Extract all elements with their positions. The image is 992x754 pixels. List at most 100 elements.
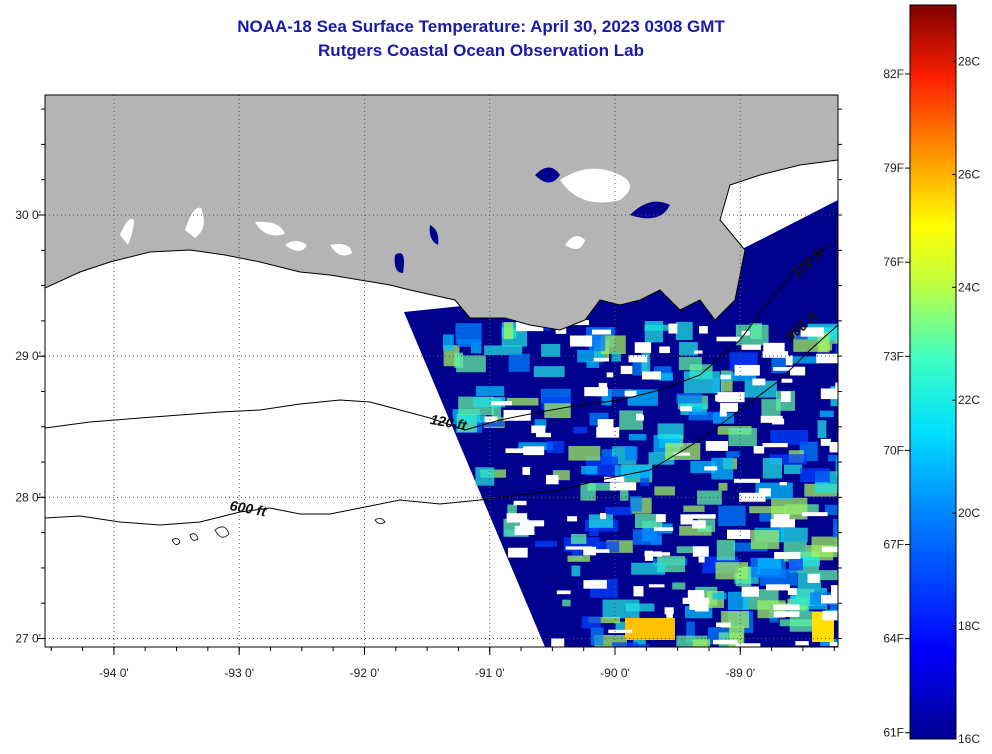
- cloud-mask: [484, 416, 498, 423]
- cloud-mask: [741, 344, 761, 350]
- sst-patch: [683, 371, 720, 394]
- sst-patch: [473, 397, 506, 408]
- cloud-mask: [593, 357, 610, 362]
- colorbar-gradient: [909, 4, 957, 740]
- cloud-mask: [644, 551, 662, 557]
- sst-patch: [601, 389, 612, 406]
- sst-patch: [788, 558, 803, 571]
- sst-patch: [455, 323, 482, 345]
- sst-patch: [533, 366, 565, 378]
- cloud-mask: [821, 546, 838, 553]
- colorbar-label-f: 67F: [883, 538, 904, 552]
- cloud-mask: [609, 482, 637, 491]
- sst-patch: [632, 529, 662, 545]
- cloud-mask: [666, 608, 673, 618]
- sst-patch: [644, 324, 670, 331]
- sst-patch: [819, 410, 834, 418]
- cloud-mask: [624, 390, 637, 397]
- sst-patch: [833, 518, 838, 538]
- sst-patch: [800, 468, 830, 483]
- cloud-mask: [522, 467, 531, 475]
- sst-patch: [546, 440, 565, 454]
- cloud-mask: [546, 474, 559, 485]
- cloud-mask: [569, 335, 593, 347]
- sst-patch: [456, 355, 486, 373]
- cloud-mask: [692, 520, 706, 529]
- sst-patch: [442, 334, 454, 351]
- cloud-mask: [633, 586, 644, 597]
- sst-patch: [491, 397, 502, 419]
- sst-patch: [552, 470, 570, 481]
- map-frame: [44, 94, 839, 648]
- cloud-mask: [655, 514, 666, 523]
- cloud-mask: [720, 402, 738, 412]
- cloud-mask: [741, 330, 750, 336]
- sst-patch: [571, 565, 581, 577]
- sst-patch: [588, 514, 613, 528]
- sst-patch: [534, 419, 547, 429]
- sst-patch: [484, 345, 523, 355]
- cloud-mask: [668, 323, 678, 334]
- contour-600ft: [45, 324, 838, 526]
- colorbar-label-f: 76F: [883, 255, 904, 269]
- cloud-mask: [795, 641, 809, 646]
- cloud-mask: [820, 438, 831, 446]
- sst-patch: [835, 458, 838, 477]
- cloud-mask: [583, 546, 597, 556]
- cloud-mask: [829, 442, 838, 453]
- cloud-mask: [800, 327, 824, 337]
- cloud-mask: [692, 546, 709, 557]
- cloud-mask: [787, 588, 797, 596]
- cloud-mask: [598, 382, 608, 388]
- cloud-mask: [584, 387, 608, 397]
- colorbar-label-f: 61F: [883, 726, 904, 740]
- cloud-mask: [773, 604, 800, 611]
- cloud-mask: [507, 547, 528, 558]
- lat-tick-label: 30 0': [15, 208, 41, 222]
- cloud-mask: [514, 525, 535, 536]
- cloud-mask: [753, 445, 765, 454]
- cloud-mask: [680, 514, 693, 525]
- sst-patch: [518, 442, 554, 451]
- colorbar-label-f: 79F: [883, 161, 904, 175]
- sst-patch: [762, 458, 782, 479]
- sst-patch: [562, 599, 571, 607]
- cloud-mask: [734, 364, 760, 376]
- sst-patch: [503, 322, 514, 340]
- colorbar-label-c: 26C: [958, 167, 980, 181]
- sst-patch: [720, 370, 733, 392]
- cloud-mask: [634, 342, 652, 353]
- sst-patch: [712, 592, 727, 600]
- cloud-mask: [636, 413, 643, 420]
- sst-patch: [679, 341, 698, 356]
- lon-tick-label: -89 0': [725, 666, 755, 680]
- colorbar-label-c: 18C: [958, 619, 980, 633]
- sst-patch: [676, 393, 702, 404]
- sst-patch: [718, 505, 746, 526]
- cloud-mask: [766, 584, 790, 591]
- lat-tick-label: 28 0': [15, 490, 41, 504]
- sst-patch: [683, 505, 705, 512]
- sst-patch: [535, 540, 557, 547]
- map-plot-area: [45, 95, 838, 647]
- cloud-mask: [620, 365, 633, 375]
- colorbar-label-f: 82F: [883, 67, 904, 81]
- land-mask: [45, 95, 838, 330]
- sst-patch: [718, 482, 728, 491]
- sst-patch: [588, 616, 621, 624]
- sst-patch: [779, 619, 816, 627]
- cloud-mask: [774, 552, 801, 560]
- cloud-mask: [770, 519, 796, 528]
- sst-patch: [795, 556, 820, 567]
- cloud-mask: [741, 586, 759, 597]
- cloud-mask: [835, 382, 838, 391]
- sst-patch: [571, 534, 587, 544]
- sst-patch: [786, 356, 820, 364]
- cloud-mask: [641, 371, 662, 380]
- cloud-mask: [773, 611, 800, 617]
- chart-subtitle: Rutgers Coastal Ocean Observation Lab: [318, 41, 644, 60]
- contour-120ft: [45, 239, 838, 431]
- cloud-mask: [773, 367, 801, 371]
- cloud-mask: [705, 440, 728, 451]
